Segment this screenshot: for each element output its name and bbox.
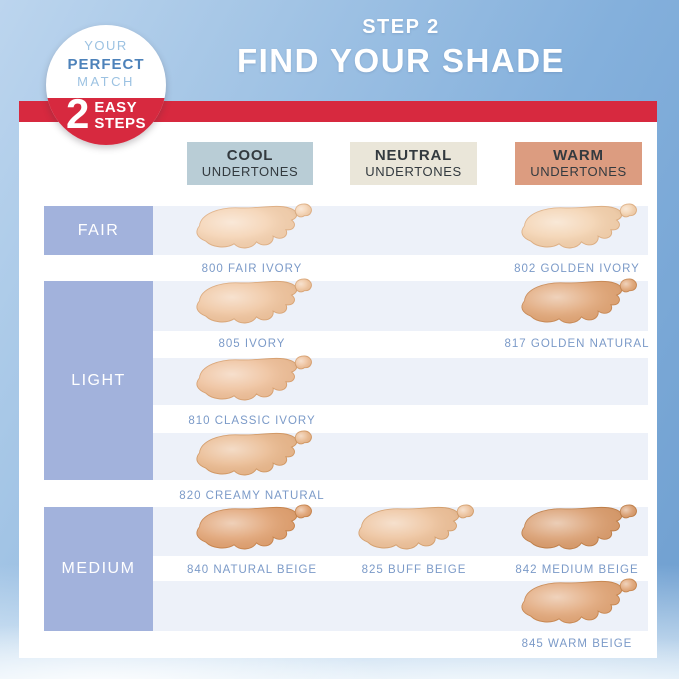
shade-cell-842: 842 MEDIUM BEIGE	[502, 500, 652, 578]
row-label-medium: MEDIUM	[44, 507, 153, 631]
shade-cell-817: 817 GOLDEN NATURAL	[502, 274, 652, 352]
column-sub: UNDERTONES	[365, 164, 462, 180]
column-sub: UNDERTONES	[201, 164, 299, 180]
badge-step-number: 2	[65, 90, 90, 137]
foundation-smear-icon	[196, 430, 312, 476]
page-header: STEP 2 FIND YOUR SHADE	[154, 16, 648, 80]
foundation-smear-icon	[196, 278, 312, 324]
badge-step-words: EASY STEPS	[94, 99, 147, 133]
column-header-cool: COOL UNDERTONES	[187, 142, 313, 185]
shade-label: 810 CLASSIC IVORY	[188, 415, 316, 427]
foundation-smear-icon	[196, 203, 312, 249]
row-label-fair: FAIR	[44, 206, 153, 255]
shade-label: 805 IVORY	[218, 338, 286, 350]
badge-steps: STEPS	[94, 115, 147, 133]
column-word: COOL	[226, 147, 274, 165]
shade-cell-845: 845 WARM BEIGE	[502, 574, 652, 652]
shade-label: 842 MEDIUM BEIGE	[515, 564, 639, 576]
shade-label: 820 CREAMY NATURAL	[179, 490, 325, 502]
red-ribbon	[19, 101, 657, 122]
row-label-light: LIGHT	[44, 281, 153, 480]
badge-top-text: YOUR PERFECT MATCH	[46, 25, 166, 91]
shade-label: 840 NATURAL BEIGE	[186, 564, 318, 576]
foundation-smear-icon	[521, 278, 637, 324]
foundation-smear-icon	[521, 203, 637, 249]
shade-label: 817 GOLDEN NATURAL	[504, 338, 650, 350]
shade-cell-800: 800 FAIR IVORY	[177, 199, 327, 277]
badge-easy: EASY	[94, 99, 138, 116]
shade-cell-802: 802 GOLDEN IVORY	[502, 199, 652, 277]
shade-cell-840: 840 NATURAL BEIGE	[177, 500, 327, 578]
foundation-smear-icon	[521, 504, 637, 550]
foundation-smear-icon	[196, 355, 312, 401]
shade-label: 845 WARM BEIGE	[521, 638, 633, 650]
column-sub: UNDERTONES	[530, 164, 627, 180]
badge-your: YOUR	[84, 38, 128, 53]
badge-perfect: PERFECT	[67, 55, 145, 73]
foundation-smear-icon	[358, 504, 474, 550]
shade-cell-810: 810 CLASSIC IVORY	[177, 351, 327, 429]
foundation-smear-icon	[196, 504, 312, 550]
shade-cell-820: 820 CREAMY NATURAL	[177, 426, 327, 504]
foundation-smear-icon	[521, 578, 637, 624]
perfect-match-badge: YOUR PERFECT MATCH 2 EASY STEPS	[46, 25, 166, 145]
shade-label: 802 GOLDEN IVORY	[514, 263, 640, 275]
shade-cell-825: 825 BUFF BEIGE	[339, 500, 489, 578]
badge-steps-area: 2 EASY STEPS	[46, 90, 166, 145]
step-label: STEP 2	[362, 16, 440, 38]
badge-match: MATCH	[77, 74, 135, 90]
shade-cell-805: 805 IVORY	[177, 274, 327, 352]
column-header-warm: WARM UNDERTONES	[515, 142, 642, 185]
column-word: NEUTRAL	[374, 147, 453, 165]
shade-label: 800 FAIR IVORY	[201, 263, 303, 275]
shade-label: 825 BUFF BEIGE	[361, 564, 467, 576]
page-title: FIND YOUR SHADE	[236, 42, 566, 79]
column-word: WARM	[553, 147, 604, 165]
column-header-neutral: NEUTRAL UNDERTONES	[350, 142, 477, 185]
